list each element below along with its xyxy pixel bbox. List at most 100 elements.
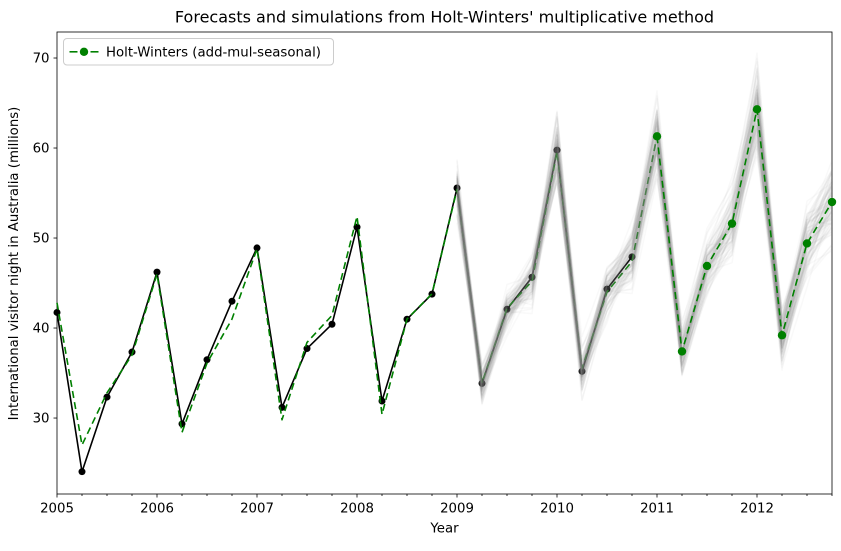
simulation-path xyxy=(456,114,833,377)
simulation-path xyxy=(456,95,833,387)
simulation-path xyxy=(456,97,833,401)
simulation-path xyxy=(456,144,833,375)
x-tick-label: 2009 xyxy=(440,502,474,517)
simulation-path xyxy=(456,60,833,393)
simulation-path xyxy=(456,111,833,386)
chart-title: Forecasts and simulations from Holt-Wint… xyxy=(175,8,714,27)
x-tick-label: 2012 xyxy=(740,502,774,517)
simulation-path xyxy=(456,95,833,391)
simulation-path xyxy=(456,95,833,390)
simulation-path xyxy=(456,134,833,375)
simulation-path xyxy=(456,89,833,379)
simulation-path xyxy=(456,133,833,384)
series-fitted-line xyxy=(56,136,658,446)
simulation-path xyxy=(456,130,833,398)
simulation-path xyxy=(456,116,833,388)
simulation-path xyxy=(456,114,833,377)
simulation-path xyxy=(456,94,833,379)
simulation-path xyxy=(456,126,833,395)
simulation-path xyxy=(456,145,833,406)
forecast-point-marker xyxy=(652,132,662,141)
simulation-path xyxy=(456,109,833,400)
simulation-path xyxy=(456,57,833,386)
simulation-path xyxy=(456,97,833,383)
simulation-path xyxy=(456,70,833,389)
simulation-path xyxy=(456,108,833,380)
simulation-path xyxy=(456,95,833,380)
y-tick-label: 40 xyxy=(33,322,50,337)
simulation-path xyxy=(456,88,833,379)
y-tick-label: 50 xyxy=(33,232,50,247)
simulation-path xyxy=(456,81,833,390)
observed-point-marker xyxy=(578,367,586,375)
simulation-path xyxy=(456,106,833,368)
simulation-path xyxy=(456,103,833,405)
simulation-path xyxy=(456,94,833,376)
y-tick-label: 30 xyxy=(33,412,50,427)
simulation-path xyxy=(456,123,833,385)
observed-point-marker xyxy=(478,379,486,387)
observed-point-marker xyxy=(103,393,111,401)
forecast-point-marker xyxy=(702,261,712,271)
observed-point-marker xyxy=(553,146,561,154)
simulation-path xyxy=(456,130,833,388)
simulation-path xyxy=(456,85,833,368)
simulation-path xyxy=(456,102,833,389)
simulation-path xyxy=(456,137,833,380)
simulation-path xyxy=(456,111,833,388)
simulation-path xyxy=(456,98,833,403)
simulation-path xyxy=(456,114,833,373)
legend-label: Holt-Winters (add-mul-seasonal) xyxy=(106,45,321,60)
x-tick-label: 2005 xyxy=(40,502,74,517)
simulation-path xyxy=(456,89,833,387)
simulation-path xyxy=(456,67,833,399)
simulation-path xyxy=(456,132,833,391)
observed-point-marker xyxy=(303,345,311,353)
simulation-path xyxy=(456,92,833,399)
y-tick-label: 70 xyxy=(33,52,50,67)
simulation-path xyxy=(456,125,833,392)
simulation-path xyxy=(456,139,833,366)
simulation-path xyxy=(456,128,833,384)
simulation-path xyxy=(456,117,833,390)
legend: Holt-Winters (add-mul-seasonal) xyxy=(63,38,334,66)
simulation-path xyxy=(456,100,833,378)
simulation-path xyxy=(456,104,833,391)
simulation-path xyxy=(456,69,833,396)
simulation-path xyxy=(456,92,833,371)
observed-point-marker xyxy=(228,297,236,305)
simulation-path xyxy=(456,128,833,385)
x-tick-label: 2006 xyxy=(140,502,174,517)
plot-area-group: 2005 2006 2007 2008 2009 2010 2011 2012 30 40 50 60… xyxy=(33,31,837,517)
simulation-path xyxy=(456,87,833,368)
simulation-path xyxy=(456,119,833,401)
simulation-path xyxy=(456,67,833,398)
simulation-path xyxy=(456,140,833,378)
simulation-path xyxy=(456,52,833,393)
forecast-point-marker xyxy=(752,105,762,114)
simulation-path xyxy=(456,125,833,384)
simulation-path xyxy=(456,110,833,386)
simulation-path xyxy=(456,101,833,375)
forecast-point-marker xyxy=(777,331,787,340)
simulation-path xyxy=(456,112,833,391)
simulation-path xyxy=(456,102,833,386)
simulation-path xyxy=(456,97,833,393)
simulation-path xyxy=(456,89,833,392)
simulation-path xyxy=(456,125,833,383)
simulation-path xyxy=(456,121,833,385)
simulation-path xyxy=(456,84,833,397)
forecast-point-marker xyxy=(802,239,812,248)
simulation-path xyxy=(456,111,833,386)
axes-frame xyxy=(56,31,833,495)
observed-point-marker xyxy=(203,356,211,364)
observed-point-marker xyxy=(328,320,336,328)
x-tick-label: 2011 xyxy=(640,502,674,517)
x-tick-label: 2010 xyxy=(540,502,574,517)
x-tick-label: 2008 xyxy=(340,502,374,517)
y-axis-label: International visitor night in Australia… xyxy=(7,107,22,421)
simulation-path xyxy=(456,74,833,389)
observed-point-marker xyxy=(78,468,86,476)
